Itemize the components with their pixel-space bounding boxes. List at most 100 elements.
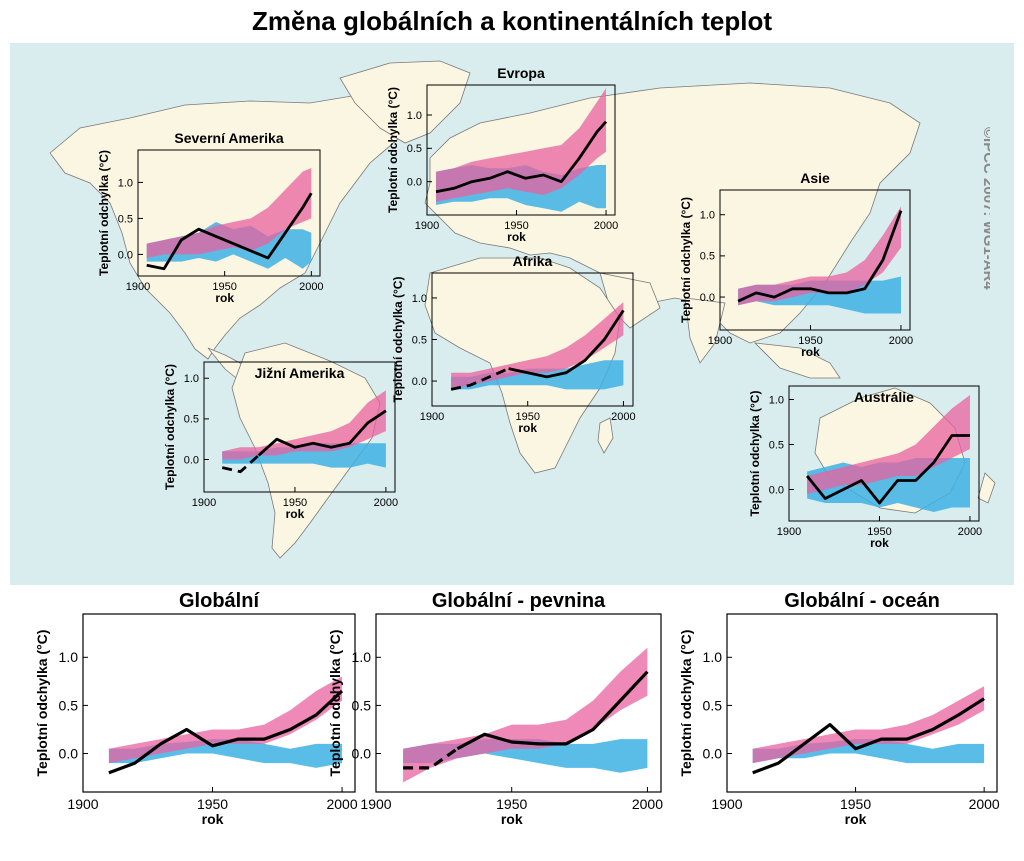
x-tick-label: 2000: [374, 497, 398, 509]
y-tick-label: 1.0: [703, 649, 723, 665]
y-tick-label: 0.5: [352, 697, 372, 713]
y-tick-label: 0.5: [407, 143, 422, 155]
x-axis-label: rok: [845, 811, 867, 827]
y-tick-label: 0.0: [412, 376, 427, 388]
x-tick-label: 1900: [360, 796, 391, 812]
natural-anthropogenic-band: [752, 686, 985, 764]
y-tick-label: 1.0: [407, 110, 422, 122]
landmass-greenland: [339, 60, 471, 144]
y-tick-label: 0.0: [118, 249, 133, 261]
chart-south-america: 0.0 0.5 1.0 1900 1950 2000 rok Teplotní odchylk…: [163, 361, 398, 521]
y-axis-label: Teplotní odchylka (°C): [327, 630, 343, 777]
y-axis-label: Teplotní odchylka (°C): [748, 391, 762, 517]
x-tick-label: 1950: [798, 335, 822, 347]
chart-europe: 0.0 0.5 1.0 1900 1950 2000 rok Teplotní odchylk…: [386, 65, 618, 244]
y-axis-label: Teplotní odchylka (°C): [386, 87, 400, 213]
y-tick-label: 0.5: [703, 697, 723, 713]
x-tick-label: 1950: [867, 526, 891, 538]
x-tick-label: 2000: [889, 335, 913, 347]
y-tick-label: 1.0: [769, 394, 784, 406]
chart-global: 0.0 0.5 1.0 1900 1950 2000 rok Teplotní odchylk…: [34, 590, 358, 827]
x-tick-label: 2000: [611, 411, 635, 423]
x-tick-label: 2000: [632, 796, 663, 812]
chart-global-ocean: 0.0 0.5 1.0 1900 1950 2000 rok Teplotní odchylk…: [678, 590, 1000, 827]
y-tick-label: 0.5: [412, 334, 427, 346]
x-tick-label: 1950: [496, 796, 527, 812]
global-charts-row: 0.0 0.5 1.0 1900 1950 2000 rok Teplotní odchylk…: [0, 585, 1024, 861]
observed-line-dashed: [450, 367, 510, 391]
x-tick-label: 1950: [197, 796, 228, 812]
chart-australia: 0.0 0.5 1.0 1900 1950 2000 rok Teplotní odchylk…: [748, 385, 982, 550]
plot-frame: [719, 189, 911, 331]
natural-anthropogenic-band: [222, 390, 386, 460]
y-tick-label: 1.0: [118, 177, 133, 189]
x-tick-label: 2000: [969, 796, 1000, 812]
x-tick-label: 1900: [126, 281, 150, 293]
y-tick-label: 0.0: [184, 454, 199, 466]
chart-title: Asie: [800, 170, 830, 186]
y-tick-label: 1.0: [352, 649, 372, 665]
landmass-sea-islands: [753, 342, 841, 379]
observed-line: [456, 670, 649, 751]
observed-line: [108, 689, 344, 775]
x-tick-label: 1900: [777, 526, 801, 538]
x-axis-label: rok: [801, 345, 820, 359]
natural-forcing-band: [222, 443, 386, 468]
chart-north-america: 0.0 0.5 1.0 1900 1950 2000 rok Teplotní odchylk…: [97, 130, 324, 305]
chart-title: Globální: [179, 590, 260, 612]
landmass-india: [684, 297, 726, 364]
world-map-panel: ©IPCC 2007: WG1-AR4 0.0 0.5 1.0 1900 1950 200…: [10, 43, 1014, 585]
x-tick-label: 1900: [192, 497, 216, 509]
x-tick-label: 2000: [958, 526, 982, 538]
y-tick-label: 1.0: [59, 649, 79, 665]
chart-title: Afrika: [513, 253, 553, 269]
x-tick-label: 2000: [326, 796, 357, 812]
x-tick-label: 1950: [212, 281, 236, 293]
y-tick-label: 1.0: [184, 373, 199, 385]
y-tick-label: 0.0: [59, 745, 79, 761]
natural-anthropogenic-band: [436, 88, 606, 202]
natural-anthropogenic-band: [738, 206, 901, 306]
y-tick-label: 0.0: [703, 745, 723, 761]
x-tick-label: 2000: [299, 281, 323, 293]
y-tick-label: 0.0: [407, 177, 422, 189]
credit-text: ©IPCC 2007: WG1-AR4: [980, 127, 990, 290]
y-tick-label: 0.5: [118, 213, 133, 225]
observed-line: [737, 210, 903, 303]
chart-title: Severní Amerika: [174, 130, 283, 146]
credit-label: ©IPCC 2007: WG1-AR4: [980, 127, 990, 290]
y-tick-label: 1.0: [412, 293, 427, 305]
y-axis-label: Teplotní odchylka (°C): [679, 197, 693, 323]
landmass-madagascar: [597, 417, 614, 454]
y-tick-label: 1.0: [700, 210, 715, 222]
y-tick-label: 0.5: [769, 439, 784, 451]
y-axis-label: Teplotní odchylka (°C): [34, 630, 50, 777]
plot-frame: [203, 361, 396, 493]
observed-line: [752, 697, 985, 775]
x-axis-label: rok: [507, 230, 526, 244]
observed-line: [257, 409, 387, 457]
chart-title: Evropa: [497, 65, 545, 81]
x-axis-label: rok: [215, 291, 234, 305]
y-tick-label: 0.5: [59, 697, 79, 713]
y-axis-label: Teplotní odchylka (°C): [678, 630, 694, 777]
x-axis-label: rok: [501, 811, 523, 827]
plot-frame: [426, 84, 616, 216]
natural-anthropogenic-band: [403, 647, 648, 783]
observed-line-dashed: [221, 454, 260, 474]
y-tick-label: 0.5: [700, 251, 715, 263]
chart-asia: 0.0 0.5 1.0 1900 1950 2000 rok Teplotní odchylk…: [679, 170, 913, 359]
y-tick-label: 0.0: [700, 292, 715, 304]
x-tick-label: 1950: [283, 497, 307, 509]
chart-title: Globální - pevnina: [432, 590, 606, 612]
x-axis-label: rok: [202, 811, 224, 827]
chart-title: Austrálie: [854, 389, 914, 405]
x-axis-label: rok: [518, 421, 537, 435]
y-tick-label: 0.5: [184, 414, 199, 426]
plot-frame: [788, 385, 980, 522]
chart-title: Globální - oceán: [784, 590, 940, 612]
x-tick-label: 1950: [840, 796, 871, 812]
y-tick-label: 0.0: [769, 484, 784, 496]
x-tick-label: 1900: [708, 335, 732, 347]
